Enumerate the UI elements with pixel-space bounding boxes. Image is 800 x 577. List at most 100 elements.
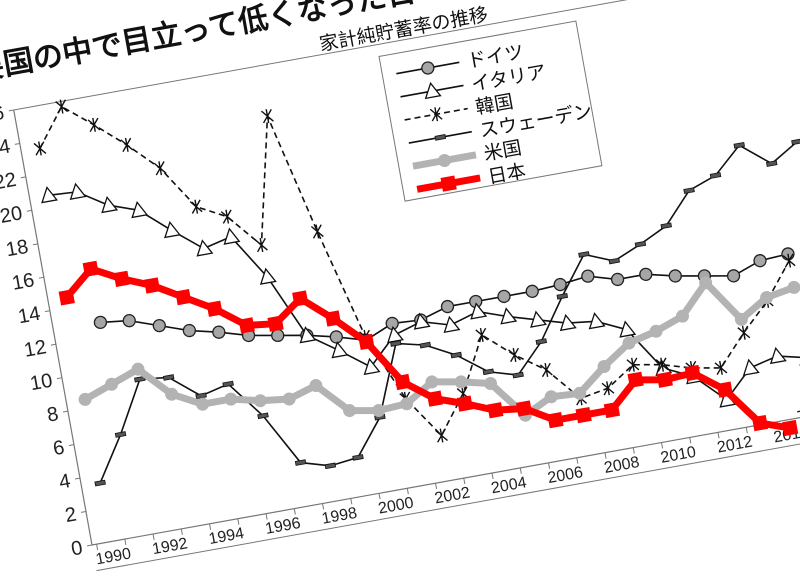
data-point [394, 373, 411, 391]
series-line [100, 253, 789, 342]
data-point [581, 269, 595, 283]
data-point [175, 288, 192, 306]
data-point [483, 376, 497, 390]
data-point [512, 371, 524, 379]
data-point [443, 315, 461, 334]
data-point [343, 404, 357, 418]
x-tick [576, 457, 579, 464]
data-point [33, 141, 47, 156]
y-tick [32, 243, 38, 246]
data-point [787, 280, 800, 294]
data-point [255, 237, 268, 253]
data-point [544, 390, 558, 404]
x-tick [632, 447, 635, 454]
data-point [259, 267, 277, 285]
data-point [131, 362, 145, 376]
data-point [87, 117, 101, 133]
x-tick [661, 442, 664, 449]
data-point [122, 314, 136, 328]
data-point [352, 454, 364, 461]
data-point [101, 195, 119, 214]
data-point [450, 351, 462, 359]
data-point [113, 270, 130, 287]
data-point [387, 325, 404, 344]
y-tick [26, 209, 32, 212]
x-tick [237, 518, 240, 525]
data-point [737, 325, 751, 340]
data-point [152, 318, 166, 333]
y-tick-label: 26 [0, 102, 6, 128]
data-point [559, 313, 577, 332]
data-point [324, 310, 342, 327]
data-point [622, 336, 636, 350]
data-point [619, 320, 637, 338]
data-point [114, 431, 127, 438]
x-tick [745, 427, 748, 434]
data-point [733, 141, 745, 149]
data-point [683, 187, 695, 194]
data-point [182, 323, 197, 338]
series-3 [94, 138, 800, 487]
y-tick [20, 176, 26, 179]
data-point [363, 357, 381, 376]
x-axis-outer-line [96, 428, 800, 572]
data-point [760, 291, 774, 305]
data-point [329, 330, 343, 344]
x-tick [152, 533, 155, 541]
data-point [331, 341, 349, 359]
data-point [82, 260, 99, 277]
y-tick-label: 14 [16, 303, 42, 329]
y-tick-label: 0 [69, 537, 84, 561]
data-point [78, 392, 92, 406]
data-point [105, 377, 119, 391]
x-axis [91, 402, 800, 546]
data-point [282, 392, 296, 406]
data-point [294, 459, 307, 466]
x-tick [519, 467, 522, 474]
data-point [189, 199, 203, 214]
y-tick [14, 142, 20, 145]
data-point [573, 386, 587, 400]
data-point [426, 390, 444, 407]
data-point [253, 394, 267, 408]
data-point [709, 172, 722, 179]
data-point [165, 387, 179, 401]
data-point [425, 375, 439, 389]
data-point [435, 428, 448, 443]
y-tick-label: 18 [4, 236, 30, 262]
data-point [324, 462, 337, 470]
data-point [454, 375, 468, 389]
data-point [440, 299, 455, 314]
y-tick-label: 6 [51, 437, 66, 461]
data-point [782, 253, 796, 268]
x-tick-label: 2012 [716, 434, 754, 457]
data-point [791, 138, 800, 146]
data-point [196, 239, 214, 257]
x-tick [265, 513, 268, 520]
data-point [726, 269, 741, 283]
data-point [120, 137, 134, 153]
data-point [299, 326, 317, 344]
data-point [578, 251, 590, 258]
x-tick-label: 2004 [490, 474, 528, 497]
y-tick-label: 8 [45, 403, 60, 427]
y-tick [44, 310, 50, 313]
data-point [58, 289, 75, 306]
series-5 [58, 260, 799, 437]
data-point [390, 340, 402, 347]
data-point [437, 154, 451, 168]
x-tick [406, 488, 409, 495]
plot-top-border [13, 0, 800, 111]
data-point [626, 357, 640, 372]
data-point [421, 61, 435, 75]
data-point [257, 412, 269, 420]
x-tick [548, 462, 551, 469]
data-point [684, 364, 701, 382]
x-tick [378, 493, 381, 500]
data-point [400, 397, 414, 411]
x-tick [180, 528, 183, 535]
y-tick [62, 410, 69, 413]
data-point [781, 419, 799, 437]
